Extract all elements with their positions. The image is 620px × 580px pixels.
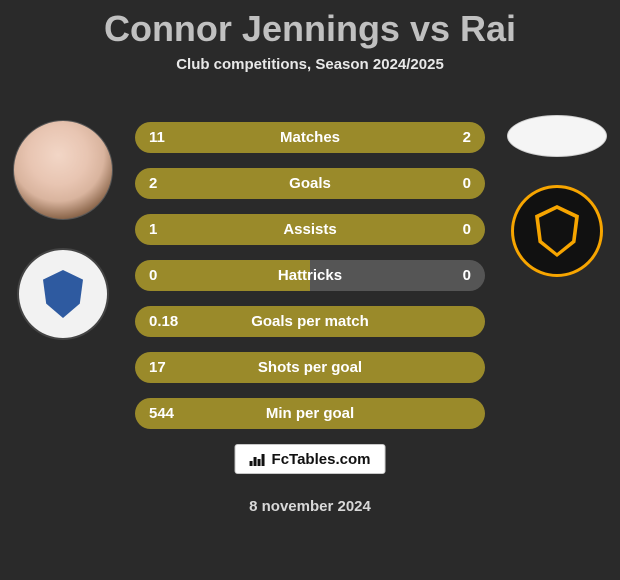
stat-row: 0Hattricks0 <box>135 260 485 291</box>
stat-label: Assists <box>189 221 431 238</box>
stat-left-value: 11 <box>149 129 189 146</box>
left-player-column <box>8 120 118 340</box>
stat-right-value: 0 <box>431 267 471 284</box>
stat-left-value: 1 <box>149 221 189 238</box>
stat-label: Hattricks <box>189 267 431 284</box>
stat-label: Goals <box>189 175 431 192</box>
right-player-column <box>502 115 612 277</box>
site-label: FcTables.com <box>272 451 371 468</box>
stat-right-value: 0 <box>431 175 471 192</box>
stat-left-value: 0 <box>149 267 189 284</box>
left-club-badge <box>17 248 109 340</box>
stat-label: Shots per goal <box>189 359 431 376</box>
stat-left-value: 0.18 <box>149 313 189 330</box>
stat-left-value: 2 <box>149 175 189 192</box>
page-title: Connor Jennings vs Rai <box>0 0 620 50</box>
site-logo[interactable]: FcTables.com <box>235 444 386 474</box>
stat-label: Min per goal <box>189 405 431 422</box>
stat-row: 11Matches2 <box>135 122 485 153</box>
stat-row: 1Assists0 <box>135 214 485 245</box>
right-player-photo <box>507 115 607 157</box>
stat-row: 17Shots per goal <box>135 352 485 383</box>
subtitle: Club competitions, Season 2024/2025 <box>0 56 620 73</box>
stat-left-value: 17 <box>149 359 189 376</box>
chart-icon <box>250 452 266 466</box>
stat-label: Matches <box>189 129 431 146</box>
stat-right-value: 0 <box>431 221 471 238</box>
stat-row: 2Goals0 <box>135 168 485 199</box>
date-label: 8 november 2024 <box>0 498 620 515</box>
left-player-photo <box>13 120 113 220</box>
stat-row: 0.18Goals per match <box>135 306 485 337</box>
stat-left-value: 544 <box>149 405 189 422</box>
stat-row: 544Min per goal <box>135 398 485 429</box>
stat-label: Goals per match <box>189 313 431 330</box>
right-club-badge <box>511 185 603 277</box>
stats-container: 11Matches22Goals01Assists00Hattricks00.1… <box>135 122 485 429</box>
stat-right-value: 2 <box>431 129 471 146</box>
shield-icon <box>539 209 575 253</box>
